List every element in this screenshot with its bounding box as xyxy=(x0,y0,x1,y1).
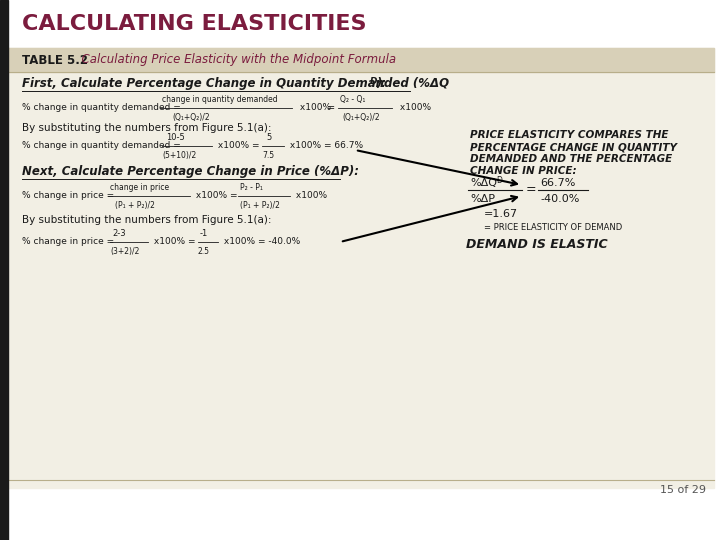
Text: (3+2)/2: (3+2)/2 xyxy=(110,247,140,256)
Text: 5: 5 xyxy=(266,133,271,142)
Text: First, Calculate Percentage Change in Quantity Demanded (%ΔQ: First, Calculate Percentage Change in Qu… xyxy=(22,78,449,91)
Text: (Q₁+Q₂)/2: (Q₁+Q₂)/2 xyxy=(342,113,379,122)
Text: change in quantity demanded: change in quantity demanded xyxy=(162,95,278,104)
Text: DEMAND IS ELASTIC: DEMAND IS ELASTIC xyxy=(466,238,608,251)
Text: x100% =: x100% = xyxy=(215,141,259,151)
Text: DEMANDED AND THE PERCENTAGE: DEMANDED AND THE PERCENTAGE xyxy=(470,154,672,164)
Text: P₂ - P₁: P₂ - P₁ xyxy=(240,183,263,192)
Text: %ΔQ: %ΔQ xyxy=(470,178,497,188)
Text: x100% = 66.7%: x100% = 66.7% xyxy=(287,141,363,151)
Text: x100%: x100% xyxy=(297,104,331,112)
Text: x100%: x100% xyxy=(293,192,327,200)
Text: Next, Calculate Percentage Change in Price (%ΔP):: Next, Calculate Percentage Change in Pri… xyxy=(22,165,359,179)
Text: (5+10)/2: (5+10)/2 xyxy=(162,151,197,160)
Text: change in price: change in price xyxy=(110,183,169,192)
Text: 2-3: 2-3 xyxy=(112,229,125,238)
Text: (P₁ + P₂)/2: (P₁ + P₂)/2 xyxy=(115,201,155,210)
Text: % change in quantity demanded =: % change in quantity demanded = xyxy=(22,141,181,151)
Text: 15 of 29: 15 of 29 xyxy=(660,485,706,495)
Text: % change in price =: % change in price = xyxy=(22,238,114,246)
Text: x100% =: x100% = xyxy=(151,238,196,246)
Text: % change in price =: % change in price = xyxy=(22,192,114,200)
Text: D: D xyxy=(496,176,502,185)
Text: x100% = -40.0%: x100% = -40.0% xyxy=(221,238,300,246)
Text: 7.5: 7.5 xyxy=(262,151,274,160)
Text: x100%: x100% xyxy=(397,104,431,112)
Text: ):: ): xyxy=(376,78,386,91)
Text: PERCENTAGE CHANGE IN QUANTITY: PERCENTAGE CHANGE IN QUANTITY xyxy=(470,142,677,152)
Text: =: = xyxy=(327,103,335,113)
Text: By substituting the numbers from Figure 5.1(a):: By substituting the numbers from Figure … xyxy=(22,215,271,225)
Text: D: D xyxy=(370,77,377,86)
Text: (Q₁+Q₂)/2: (Q₁+Q₂)/2 xyxy=(172,113,210,122)
Text: = PRICE ELASTICITY OF DEMAND: = PRICE ELASTICITY OF DEMAND xyxy=(484,224,622,233)
Text: % change in quantity demanded =: % change in quantity demanded = xyxy=(22,104,181,112)
Text: Calculating Price Elasticity with the Midpoint Formula: Calculating Price Elasticity with the Mi… xyxy=(74,53,396,66)
Bar xyxy=(8,0,720,48)
Text: (P₁ + P₂)/2: (P₁ + P₂)/2 xyxy=(240,201,280,210)
Text: 66.7%: 66.7% xyxy=(540,178,575,188)
Text: Q₂ - Q₁: Q₂ - Q₁ xyxy=(340,95,365,104)
Text: -1: -1 xyxy=(200,229,208,238)
Text: %ΔP: %ΔP xyxy=(470,194,495,204)
Text: 2.5: 2.5 xyxy=(198,247,210,256)
Text: x100% =: x100% = xyxy=(193,192,238,200)
Bar xyxy=(0,0,8,540)
Text: =1.67: =1.67 xyxy=(484,209,518,219)
Bar xyxy=(8,48,714,72)
Text: 10-5: 10-5 xyxy=(166,133,185,142)
Text: =: = xyxy=(526,184,536,197)
Text: CALCULATING ELASTICITIES: CALCULATING ELASTICITIES xyxy=(22,14,366,34)
Bar xyxy=(8,48,714,488)
Text: PRICE ELASTICITY COMPARES THE: PRICE ELASTICITY COMPARES THE xyxy=(470,130,668,140)
Text: TABLE 5.2: TABLE 5.2 xyxy=(22,53,88,66)
Text: CHANGE IN PRICE:: CHANGE IN PRICE: xyxy=(470,166,577,176)
Text: -40.0%: -40.0% xyxy=(540,194,580,204)
Text: By substituting the numbers from Figure 5.1(a):: By substituting the numbers from Figure … xyxy=(22,123,271,133)
